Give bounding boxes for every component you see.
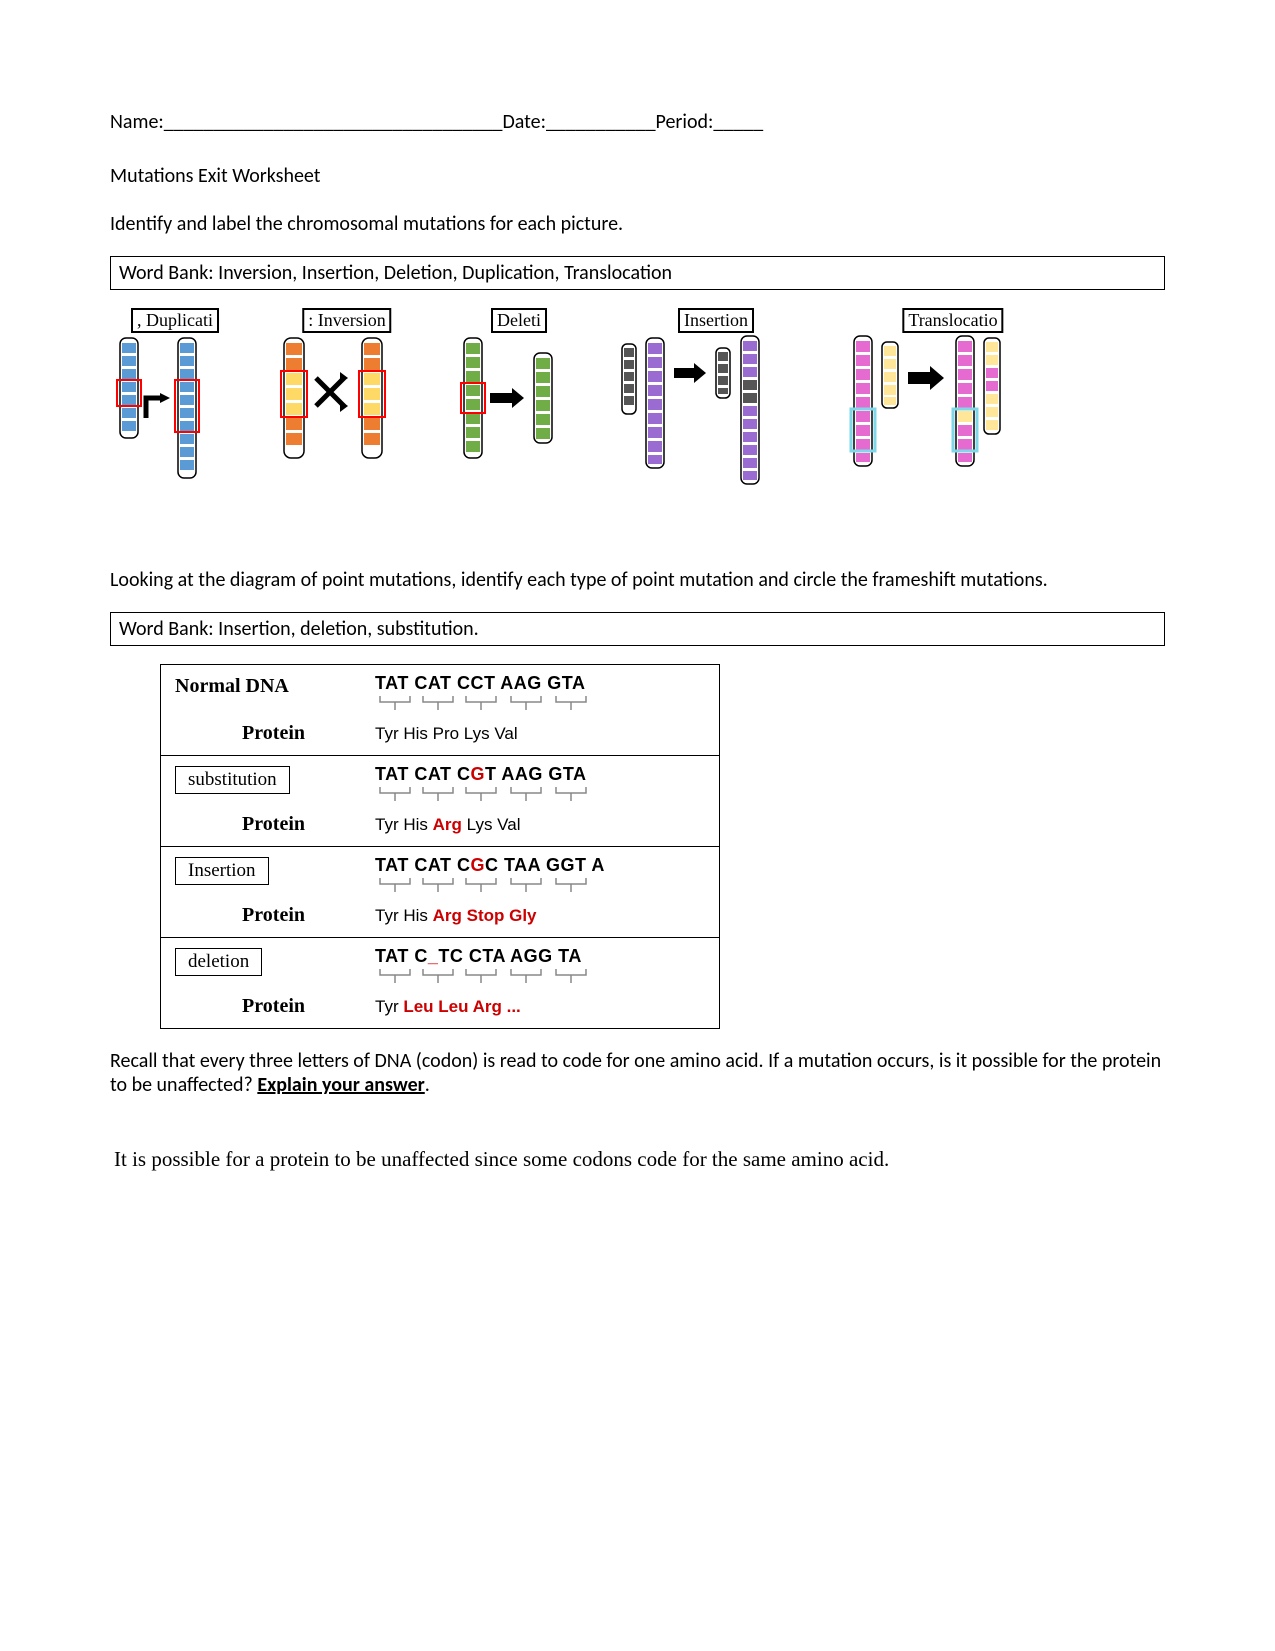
duplication-icon xyxy=(110,308,240,508)
worksheet-title: Mutations Exit Worksheet xyxy=(110,164,1165,188)
student-answer: It is possible for a protein to be unaff… xyxy=(114,1147,1165,1172)
explain-question: Recall that every three letters of DNA (… xyxy=(110,1049,1165,1097)
protein-label: Protein xyxy=(175,995,335,1018)
sub-dna-seq: TAT CAT CGT AAG GTA xyxy=(375,764,605,785)
date-label: Date: xyxy=(502,110,546,134)
pm-row-insertion: Insertion TAT CAT CGC TAA GGT A Protein … xyxy=(161,847,719,938)
name-label: Name: xyxy=(110,110,164,134)
period-label: Period: xyxy=(656,110,714,134)
word-bank-2: Word Bank: Insertion, deletion, substitu… xyxy=(110,612,1165,646)
answer-insertion: Insertion xyxy=(175,857,269,885)
diagram-inversion: : Inversion xyxy=(272,308,422,478)
period-blank[interactable]: _____ xyxy=(713,110,763,134)
ins-dna-seq: TAT CAT CGC TAA GGT A xyxy=(375,855,625,876)
protein-label: Protein xyxy=(175,813,335,836)
header-line: Name:__________________________________D… xyxy=(110,110,1165,134)
instruction-2: Looking at the diagram of point mutation… xyxy=(110,568,1165,592)
diagram-deletion: Deleti xyxy=(454,308,584,478)
chromosome-diagrams: , Duplicati xyxy=(110,308,1165,508)
date-blank[interactable]: ___________ xyxy=(546,110,656,134)
name-blank[interactable]: __________________________________ xyxy=(164,110,503,134)
bracket-icon xyxy=(375,967,605,989)
normal-protein: Tyr His Pro Lys Val xyxy=(375,724,518,744)
label-insertion: Insertion xyxy=(678,308,754,333)
bracket-icon xyxy=(375,876,625,898)
ins-protein: Tyr His Arg Stop Gly xyxy=(375,906,537,926)
label-duplication: , Duplicati xyxy=(131,308,219,333)
diagram-insertion: Insertion xyxy=(616,308,816,488)
answer-deletion: deletion xyxy=(175,948,262,976)
pm-row-substitution: substitution TAT CAT CGT AAG GTA Protein… xyxy=(161,756,719,847)
insertion-icon xyxy=(616,308,816,488)
del-dna-seq: TAT C_TC CTA AGG TA xyxy=(375,946,605,967)
normal-dna-label: Normal DNA xyxy=(175,673,335,698)
diagram-duplication: , Duplicati xyxy=(110,308,240,508)
protein-label: Protein xyxy=(175,904,335,927)
label-deletion: Deleti xyxy=(491,308,547,333)
diagram-translocation: Translocatio xyxy=(848,308,1058,488)
pm-row-normal: Normal DNA TAT CAT CCT AAG GTA Protein T… xyxy=(161,665,719,756)
inversion-icon xyxy=(272,308,422,478)
pm-row-deletion: deletion TAT C_TC CTA AGG TA Protein Tyr… xyxy=(161,938,719,1028)
deletion-icon xyxy=(454,308,584,478)
del-protein: Tyr Leu Leu Arg ... xyxy=(375,997,521,1017)
normal-dna-seq: TAT CAT CCT AAG GTA xyxy=(375,673,605,694)
instruction-1: Identify and label the chromosomal mutat… xyxy=(110,212,1165,236)
label-translocation: Translocatio xyxy=(902,308,1003,333)
translocation-icon xyxy=(848,308,1058,488)
answer-substitution: substitution xyxy=(175,766,290,794)
word-bank-1: Word Bank: Inversion, Insertion, Deletio… xyxy=(110,256,1165,290)
bracket-icon xyxy=(375,694,605,716)
bracket-icon xyxy=(375,785,605,807)
label-inversion: : Inversion xyxy=(302,308,391,333)
sub-protein: Tyr His Arg Lys Val xyxy=(375,815,520,835)
protein-label: Protein xyxy=(175,722,335,745)
point-mutation-table: Normal DNA TAT CAT CCT AAG GTA Protein T… xyxy=(160,664,720,1029)
